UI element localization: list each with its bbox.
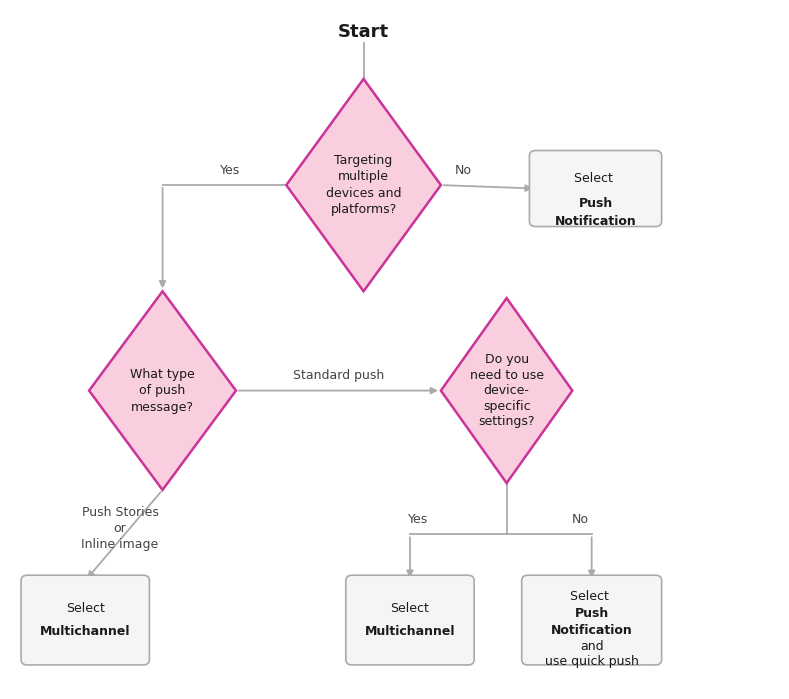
Text: Multichannel: Multichannel [365, 625, 455, 638]
Text: Yes: Yes [408, 513, 428, 526]
Text: What type
of push
message?: What type of push message? [130, 368, 195, 414]
Text: Standard push: Standard push [293, 369, 384, 382]
Text: Select: Select [391, 602, 429, 615]
Text: Push: Push [574, 607, 609, 620]
Text: Notification: Notification [551, 624, 633, 637]
FancyBboxPatch shape [346, 575, 474, 665]
Text: Push Stories
or
Inline image: Push Stories or Inline image [81, 506, 159, 551]
Text: Multichannel: Multichannel [40, 625, 130, 638]
FancyBboxPatch shape [21, 575, 149, 665]
Text: Select: Select [574, 172, 617, 185]
Text: Start: Start [338, 23, 389, 41]
Text: Select: Select [570, 590, 613, 603]
Polygon shape [89, 291, 236, 490]
Text: Do you
need to use
device-
specific
settings?: Do you need to use device- specific sett… [469, 353, 544, 428]
Text: No: No [454, 164, 472, 177]
Polygon shape [441, 298, 572, 483]
Text: Push: Push [578, 197, 613, 210]
Text: Notification: Notification [555, 215, 637, 228]
Polygon shape [286, 79, 441, 291]
Text: use quick push: use quick push [544, 655, 638, 668]
FancyBboxPatch shape [529, 150, 662, 226]
FancyBboxPatch shape [522, 575, 662, 665]
Text: Yes: Yes [220, 164, 241, 177]
Text: Select: Select [65, 602, 105, 615]
Text: Targeting
multiple
devices and
platforms?: Targeting multiple devices and platforms… [326, 154, 402, 217]
Text: and: and [580, 640, 604, 653]
Text: No: No [571, 513, 589, 526]
